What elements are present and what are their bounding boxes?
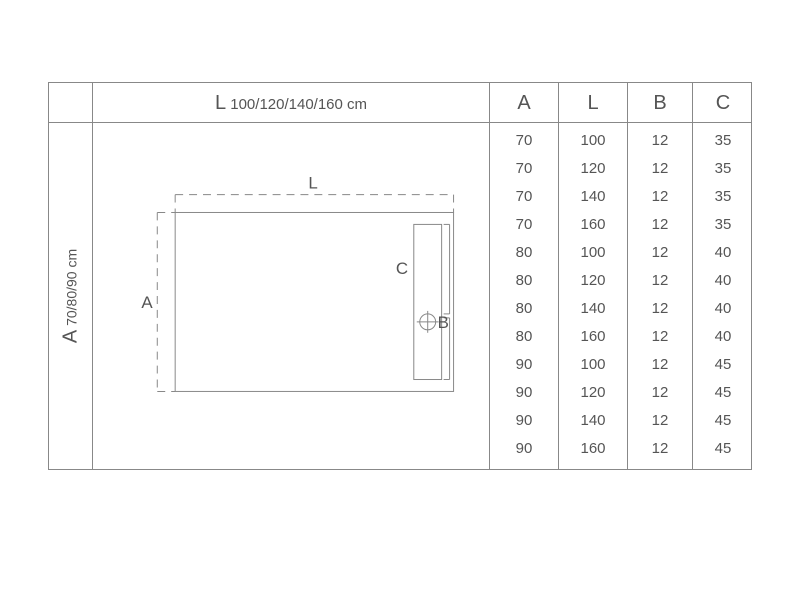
- data-cell: 12: [628, 211, 692, 239]
- data-cell: 45: [693, 351, 753, 379]
- data-cell: 12: [628, 407, 692, 435]
- dim-L-symbol: L: [215, 92, 226, 114]
- data-column-B: 121212121212121212121212: [628, 123, 693, 469]
- column-header-C: C: [693, 83, 753, 123]
- plan-diagram: L A C B: [93, 123, 489, 469]
- data-cell: 45: [693, 435, 753, 463]
- data-cell: 12: [628, 323, 692, 351]
- data-cell: 12: [628, 155, 692, 183]
- column-header-A: A: [490, 83, 559, 123]
- data-cell: 70: [490, 183, 558, 211]
- data-cell: 140: [559, 183, 627, 211]
- data-cell: 35: [693, 183, 753, 211]
- column-header-L: L: [559, 83, 628, 123]
- body-area: A 70/80/90 cm LACB 707070708080808090909…: [49, 123, 751, 469]
- svg-text:L: L: [308, 174, 317, 193]
- data-cell: 12: [628, 267, 692, 295]
- data-cell: 12: [628, 295, 692, 323]
- data-cell: 120: [559, 379, 627, 407]
- data-cell: 35: [693, 155, 753, 183]
- data-cell: 120: [559, 267, 627, 295]
- vertical-label-column: A 70/80/90 cm: [49, 123, 93, 469]
- data-column-L: 100120140160100120140160100120140160: [559, 123, 628, 469]
- data-cell: 80: [490, 295, 558, 323]
- data-cell: 12: [628, 127, 692, 155]
- header-diagram-title: L 100/120/140/160 cm: [93, 83, 490, 123]
- svg-text:C: C: [396, 259, 408, 278]
- data-cell: 70: [490, 127, 558, 155]
- data-cell: 12: [628, 183, 692, 211]
- data-cell: 40: [693, 295, 753, 323]
- data-cell: 80: [490, 323, 558, 351]
- data-cell: 140: [559, 407, 627, 435]
- data-cell: 140: [559, 295, 627, 323]
- data-cell: 35: [693, 211, 753, 239]
- svg-text:A: A: [141, 293, 153, 312]
- data-cell: 70: [490, 155, 558, 183]
- data-cell: 12: [628, 379, 692, 407]
- data-cell: 100: [559, 351, 627, 379]
- data-cell: 40: [693, 239, 753, 267]
- vertical-label: A 70/80/90 cm: [59, 249, 82, 343]
- data-cell: 160: [559, 435, 627, 463]
- data-column-A: 707070708080808090909090: [490, 123, 559, 469]
- data-cell: 12: [628, 351, 692, 379]
- data-cell: 80: [490, 239, 558, 267]
- header-corner-cell: [49, 83, 93, 123]
- data-cell: 12: [628, 239, 692, 267]
- svg-text:B: B: [438, 313, 449, 332]
- data-cell: 100: [559, 239, 627, 267]
- data-cell: 160: [559, 211, 627, 239]
- spec-frame: L 100/120/140/160 cm ALBC A 70/80/90 cm …: [48, 82, 752, 470]
- header-row: L 100/120/140/160 cm ALBC: [49, 83, 751, 123]
- data-cell: 35: [693, 127, 753, 155]
- data-cell: 90: [490, 351, 558, 379]
- data-cell: 90: [490, 407, 558, 435]
- dim-A-values: 70/80/90 cm: [63, 249, 79, 330]
- data-column-C: 353535354040404045454545: [693, 123, 753, 469]
- data-cell: 40: [693, 267, 753, 295]
- data-cell: 90: [490, 435, 558, 463]
- data-cell: 120: [559, 155, 627, 183]
- data-cell: 40: [693, 323, 753, 351]
- data-cell: 45: [693, 379, 753, 407]
- data-cell: 100: [559, 127, 627, 155]
- data-cell: 90: [490, 379, 558, 407]
- data-cell: 45: [693, 407, 753, 435]
- column-header-B: B: [628, 83, 693, 123]
- dim-L-values: 100/120/140/160 cm: [226, 96, 367, 113]
- data-cell: 70: [490, 211, 558, 239]
- dim-A-symbol: A: [59, 330, 81, 343]
- data-cell: 12: [628, 435, 692, 463]
- diagram-cell: L A C B: [93, 123, 490, 469]
- data-cell: 80: [490, 267, 558, 295]
- data-cell: 160: [559, 323, 627, 351]
